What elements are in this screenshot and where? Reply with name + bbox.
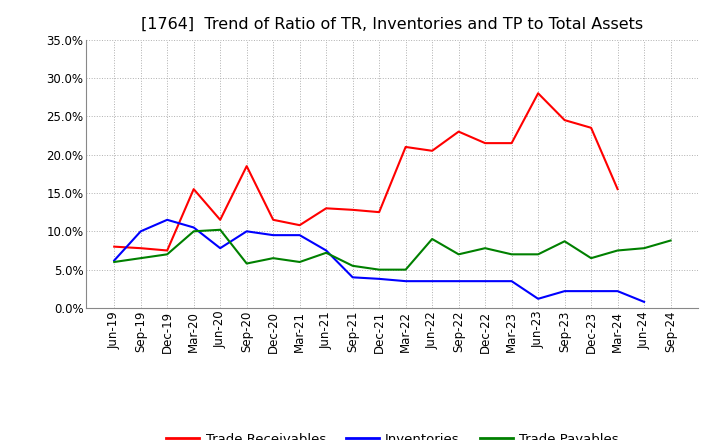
- Inventories: [640, 299, 649, 304]
- Trade Payables: [508, 252, 516, 257]
- Trade Receivables: [508, 140, 516, 146]
- Inventories: [163, 217, 171, 223]
- Inventories: [136, 229, 145, 234]
- Trade Payables: [269, 256, 277, 261]
- Trade Receivables: [189, 187, 198, 192]
- Inventories: [508, 279, 516, 284]
- Trade Payables: [375, 267, 384, 272]
- Trade Payables: [136, 256, 145, 261]
- Inventories: [189, 225, 198, 230]
- Trade Payables: [216, 227, 225, 232]
- Inventories: [613, 289, 622, 294]
- Trade Receivables: [613, 187, 622, 192]
- Trade Receivables: [481, 140, 490, 146]
- Trade Receivables: [269, 217, 277, 223]
- Trade Receivables: [348, 207, 357, 213]
- Inventories: [375, 276, 384, 282]
- Trade Payables: [189, 229, 198, 234]
- Trade Payables: [110, 259, 119, 264]
- Trade Receivables: [322, 205, 330, 211]
- Trade Receivables: [163, 248, 171, 253]
- Trade Payables: [613, 248, 622, 253]
- Inventories: [481, 279, 490, 284]
- Trade Receivables: [136, 246, 145, 251]
- Inventories: [534, 296, 542, 301]
- Inventories: [428, 279, 436, 284]
- Trade Receivables: [587, 125, 595, 130]
- Trade Receivables: [216, 217, 225, 223]
- Inventories: [295, 232, 304, 238]
- Line: Inventories: Inventories: [114, 220, 644, 302]
- Inventories: [348, 275, 357, 280]
- Trade Payables: [534, 252, 542, 257]
- Inventories: [269, 232, 277, 238]
- Inventories: [560, 289, 569, 294]
- Trade Receivables: [110, 244, 119, 249]
- Trade Payables: [560, 238, 569, 244]
- Inventories: [322, 248, 330, 253]
- Inventories: [216, 246, 225, 251]
- Trade Payables: [322, 250, 330, 256]
- Trade Payables: [481, 246, 490, 251]
- Trade Payables: [348, 263, 357, 268]
- Trade Payables: [640, 246, 649, 251]
- Trade Receivables: [401, 144, 410, 150]
- Trade Receivables: [534, 91, 542, 96]
- Inventories: [110, 258, 119, 263]
- Inventories: [401, 279, 410, 284]
- Trade Payables: [666, 238, 675, 243]
- Trade Receivables: [295, 223, 304, 228]
- Inventories: [243, 229, 251, 234]
- Line: Trade Payables: Trade Payables: [114, 230, 670, 270]
- Trade Receivables: [428, 148, 436, 154]
- Trade Payables: [428, 236, 436, 242]
- Trade Payables: [243, 261, 251, 266]
- Trade Receivables: [454, 129, 463, 134]
- Trade Payables: [454, 252, 463, 257]
- Legend: Trade Receivables, Inventories, Trade Payables: Trade Receivables, Inventories, Trade Pa…: [161, 427, 624, 440]
- Inventories: [454, 279, 463, 284]
- Trade Receivables: [375, 209, 384, 215]
- Trade Payables: [587, 256, 595, 261]
- Trade Receivables: [560, 117, 569, 123]
- Trade Receivables: [243, 164, 251, 169]
- Inventories: [587, 289, 595, 294]
- Line: Trade Receivables: Trade Receivables: [114, 93, 618, 250]
- Trade Payables: [401, 267, 410, 272]
- Trade Payables: [295, 259, 304, 264]
- Trade Payables: [163, 252, 171, 257]
- Title: [1764]  Trend of Ratio of TR, Inventories and TP to Total Assets: [1764] Trend of Ratio of TR, Inventories…: [141, 16, 644, 32]
